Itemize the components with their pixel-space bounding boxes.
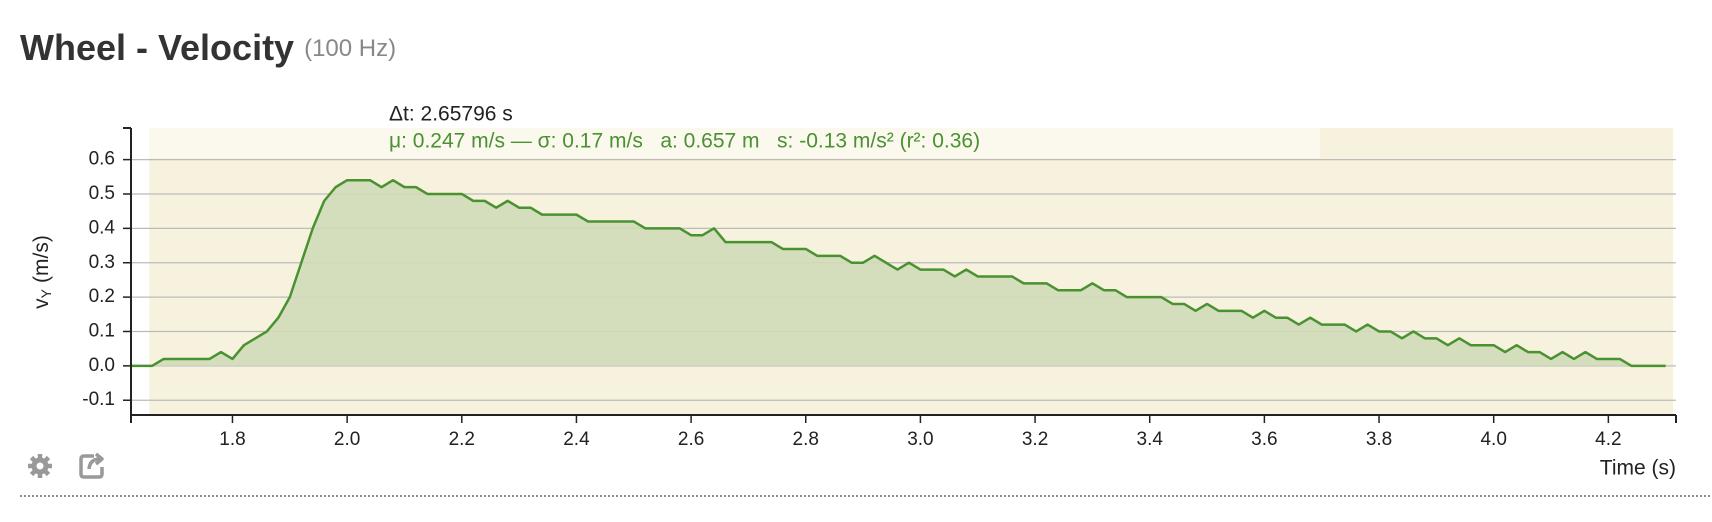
y-axis-label: vY (m/s) bbox=[30, 235, 54, 309]
x-tick-label: 2.0 bbox=[334, 429, 360, 450]
x-tick-label: 3.4 bbox=[1137, 429, 1164, 450]
settings-icon[interactable] bbox=[28, 454, 52, 478]
gear-hole bbox=[36, 462, 44, 470]
x-tick-label: 1.8 bbox=[219, 429, 245, 450]
x-tick-label: 3.8 bbox=[1366, 429, 1392, 450]
export-arrowhead bbox=[94, 452, 104, 466]
area-fill bbox=[129, 180, 1666, 366]
x-tick-label: 3.2 bbox=[1022, 429, 1048, 450]
stats-banner bbox=[149, 128, 1320, 158]
x-tick-label: 3.6 bbox=[1251, 429, 1277, 450]
y-tick-label: 0.1 bbox=[89, 320, 115, 341]
subtitle: (100 Hz) bbox=[304, 35, 396, 62]
x-tick-label: 4.0 bbox=[1480, 429, 1506, 450]
y-tick-label: 0.4 bbox=[89, 217, 116, 238]
y-tick-label: 0.6 bbox=[89, 149, 115, 170]
x-tick-label: 4.2 bbox=[1595, 429, 1621, 450]
y-symbol: v bbox=[30, 298, 53, 309]
export-box bbox=[79, 454, 104, 479]
plot: -0.1 0.0 0.1 0.2 0.3 0.4 0.5 0.6 1.8 2.0 2.2 2.4 2.6… bbox=[82, 127, 1677, 450]
x-tick-label: 3.0 bbox=[907, 429, 933, 450]
y-tick-label: 0.3 bbox=[89, 252, 115, 273]
export-arrow bbox=[87, 457, 101, 470]
delta-label: Δt: 2.65796 s bbox=[389, 103, 513, 126]
chart-title: Wheel - Velocity (100 Hz) bbox=[20, 27, 396, 68]
y-tick-label: 0.0 bbox=[89, 355, 115, 376]
x-tick-label: 2.8 bbox=[793, 429, 819, 450]
y-tick-label: 0.2 bbox=[89, 286, 115, 307]
x-axis-label: Time (s) bbox=[1600, 457, 1676, 480]
stats-label: μ: 0.247 m/s — σ: 0.17 m/s a: 0.657 m s:… bbox=[389, 130, 980, 153]
y-unit: (m/s) bbox=[30, 235, 53, 283]
x-tick-label: 2.2 bbox=[449, 429, 475, 450]
title: Wheel - Velocity bbox=[20, 27, 294, 68]
y-subscript: Y bbox=[38, 288, 54, 298]
y-tick-label: -0.1 bbox=[82, 389, 115, 410]
export-icon[interactable] bbox=[79, 452, 104, 479]
x-tick-label: 2.4 bbox=[563, 429, 590, 450]
x-tick-label: 2.6 bbox=[678, 429, 704, 450]
y-tick-label: 0.5 bbox=[89, 183, 115, 204]
velocity-line bbox=[129, 178, 1666, 368]
